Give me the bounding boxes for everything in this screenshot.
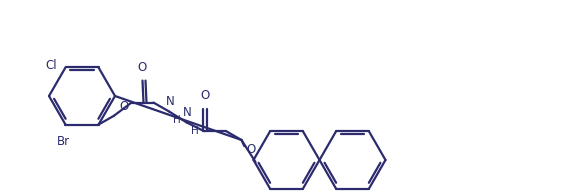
Text: Cl: Cl (45, 59, 56, 72)
Text: H: H (173, 115, 181, 125)
Text: H: H (190, 126, 198, 136)
Text: O: O (119, 100, 128, 113)
Text: N: N (183, 106, 192, 119)
Text: O: O (201, 89, 210, 102)
Text: N: N (165, 95, 174, 108)
Text: O: O (246, 143, 256, 156)
Text: Br: Br (57, 135, 70, 148)
Text: O: O (137, 61, 146, 74)
